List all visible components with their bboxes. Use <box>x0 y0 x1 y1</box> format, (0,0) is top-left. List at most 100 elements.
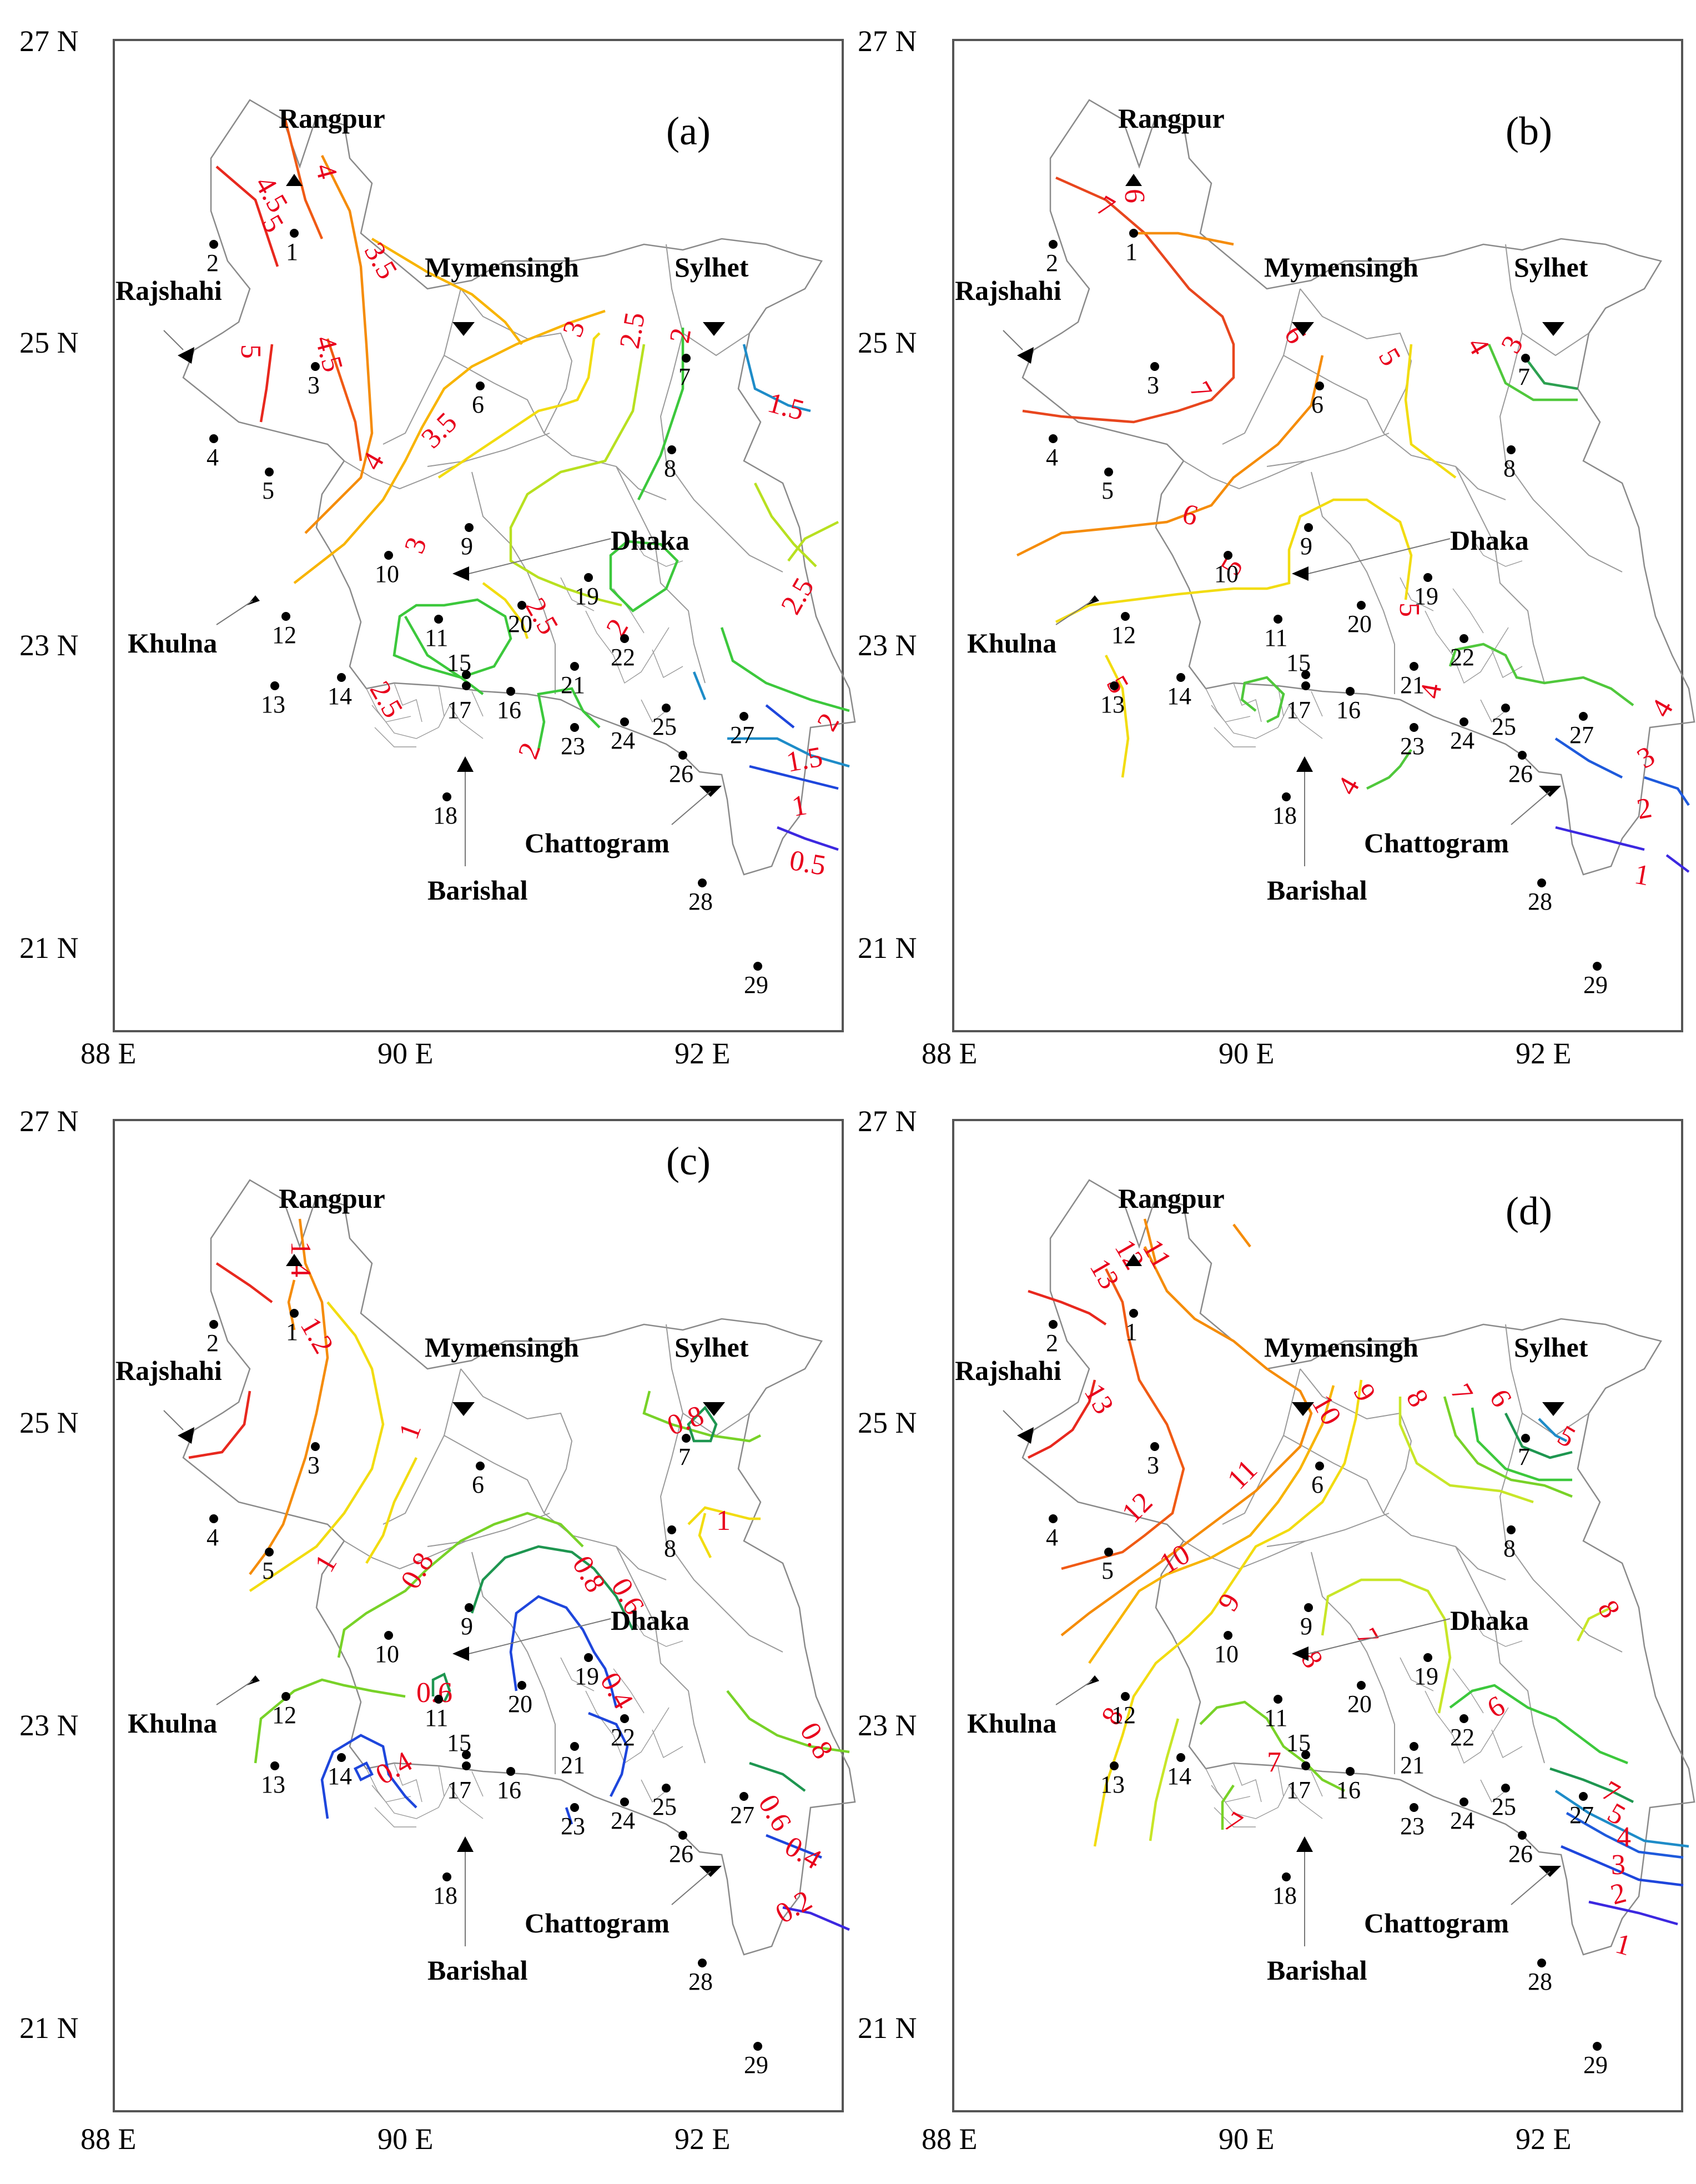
leader-line <box>1055 600 1093 625</box>
station-number: 10 <box>375 1640 399 1668</box>
lat-label-25: 25 N <box>19 1406 79 1439</box>
station-number: 8 <box>664 1535 676 1562</box>
station-number: 23 <box>1400 1813 1425 1840</box>
station-dot <box>667 1525 676 1534</box>
station-dot <box>462 1761 471 1770</box>
contour-line <box>1240 344 1634 790</box>
station-number: 4 <box>207 1524 219 1551</box>
station-number: 3 <box>308 371 320 399</box>
station-dot <box>442 792 451 801</box>
axis-labels-top-right: 27 N 25 N 23 N 21 N 88 E 90 E 92 E <box>858 24 1572 1070</box>
station-number: 11 <box>425 624 448 651</box>
lon-label-88: 88 E <box>922 2122 978 2156</box>
contour-line <box>254 1678 406 1764</box>
station-number: 28 <box>1528 1968 1552 1995</box>
sylhet-marker <box>1542 322 1564 336</box>
city-label-dhaka: Dhaka <box>1450 525 1529 556</box>
station-dot <box>209 434 218 443</box>
leader-line <box>671 1871 711 1905</box>
panel-c: 1.4 1.2 1 1 1 0.8 0.8 0.8 0.8 0.6 0.6 0.… <box>113 1119 856 2112</box>
contour-line <box>1566 1812 1684 1859</box>
city-label-sylhet: Sylhet <box>1514 252 1588 283</box>
station-number: 6 <box>1311 391 1323 418</box>
station-number: 14 <box>1167 1763 1191 1790</box>
contour-line <box>392 598 512 679</box>
city-label-mymensingh: Mymensingh <box>1264 1332 1418 1363</box>
station-dot <box>1274 1695 1282 1704</box>
station-number: 15 <box>447 649 471 676</box>
station-dot <box>1301 1750 1310 1759</box>
station-dot <box>1224 551 1232 560</box>
station-dot <box>1121 1692 1130 1701</box>
contour-line <box>1561 1845 1684 1887</box>
stations: 1 2 3 4 5 6 7 8 9 10 11 12 13 14 15 16 1… <box>207 229 768 998</box>
station-dot <box>1304 1603 1313 1612</box>
station-number: 16 <box>497 1776 521 1804</box>
station-dot <box>1315 381 1324 390</box>
stations: 1 2 3 4 5 6 7 8 9 10 11 12 13 14 15 16 1… <box>207 1309 768 2078</box>
contour-line <box>281 111 363 461</box>
station-dot <box>620 634 629 643</box>
station-number: 4 <box>207 444 219 471</box>
station-number: 21 <box>561 671 585 699</box>
rajshahi-marker <box>178 347 194 364</box>
station-dot <box>1304 523 1313 532</box>
lat-label-23: 23 N <box>858 629 917 662</box>
station-dot <box>570 1742 579 1751</box>
contour-line <box>320 1595 822 1859</box>
contour-line <box>1022 176 1235 424</box>
station-number: 19 <box>1414 583 1438 610</box>
station-dot <box>434 1695 443 1704</box>
city-label-dhaka: Dhaka <box>611 525 690 556</box>
station-number: 9 <box>1300 1613 1312 1640</box>
station-dot <box>1049 434 1058 443</box>
station-number: 15 <box>447 1729 471 1756</box>
city-label-dhaka: Dhaka <box>611 1605 690 1636</box>
city-label-barishal: Barishal <box>427 875 528 906</box>
station-dot <box>1410 662 1418 671</box>
station-dot <box>1301 681 1310 690</box>
station-dot <box>476 1462 485 1470</box>
station-number: 25 <box>652 1793 677 1820</box>
axis-labels-top-left: 27 N 25 N 23 N 21 N 88 E 90 E 92 E <box>19 24 731 1070</box>
station-dot <box>620 1714 629 1723</box>
station-dot <box>311 1442 320 1451</box>
station-dot <box>1518 1831 1527 1840</box>
station-dot <box>311 362 320 371</box>
city-label-barishal: Barishal <box>1267 875 1367 906</box>
stations: 1 2 3 4 5 6 7 8 9 10 11 12 13 14 15 16 1… <box>1046 229 1608 998</box>
city-label-rajshahi: Rajshahi <box>115 275 222 306</box>
dhaka-marker <box>452 1646 469 1661</box>
station-dot <box>442 1872 451 1881</box>
axis-labels-bottom-right: 27 N 25 N 23 N 21 N 88 E 90 E 92 E <box>858 1104 1572 2156</box>
station-number: 25 <box>1492 713 1516 740</box>
leader-line <box>469 538 611 574</box>
city-label-chattogram: Chattogram <box>525 827 670 858</box>
station-number: 12 <box>1111 621 1136 649</box>
station-number: 23 <box>561 1813 585 1840</box>
lat-label-27: 27 N <box>19 1104 79 1138</box>
rangpur-marker <box>1125 1254 1142 1266</box>
station-number: 11 <box>1264 624 1287 651</box>
contour-label: 0.6 <box>416 1677 452 1709</box>
contour-line <box>609 540 679 612</box>
station-number: 17 <box>447 1776 471 1804</box>
station-dot <box>1150 1442 1159 1451</box>
station-number: 24 <box>1450 727 1474 754</box>
lon-label-88: 88 E <box>80 2122 137 2156</box>
contour-line <box>215 165 279 267</box>
city-label-rajshahi: Rajshahi <box>955 275 1061 306</box>
contour-label: 0.5 <box>787 845 828 882</box>
station-number: 19 <box>575 1663 599 1690</box>
station-number: 1 <box>1125 238 1138 265</box>
station-number: 22 <box>1450 1724 1474 1751</box>
lon-label-90: 90 E <box>378 2122 434 2156</box>
station-dot <box>1410 1803 1418 1812</box>
mymensingh-marker <box>452 1402 475 1416</box>
station-dot <box>1357 1681 1366 1690</box>
station-number: 11 <box>1264 1704 1287 1731</box>
lat-label-25: 25 N <box>19 326 79 359</box>
station-dot <box>662 1784 671 1793</box>
station-number: 6 <box>472 1471 484 1498</box>
city-label-khulna: Khulna <box>967 627 1056 659</box>
